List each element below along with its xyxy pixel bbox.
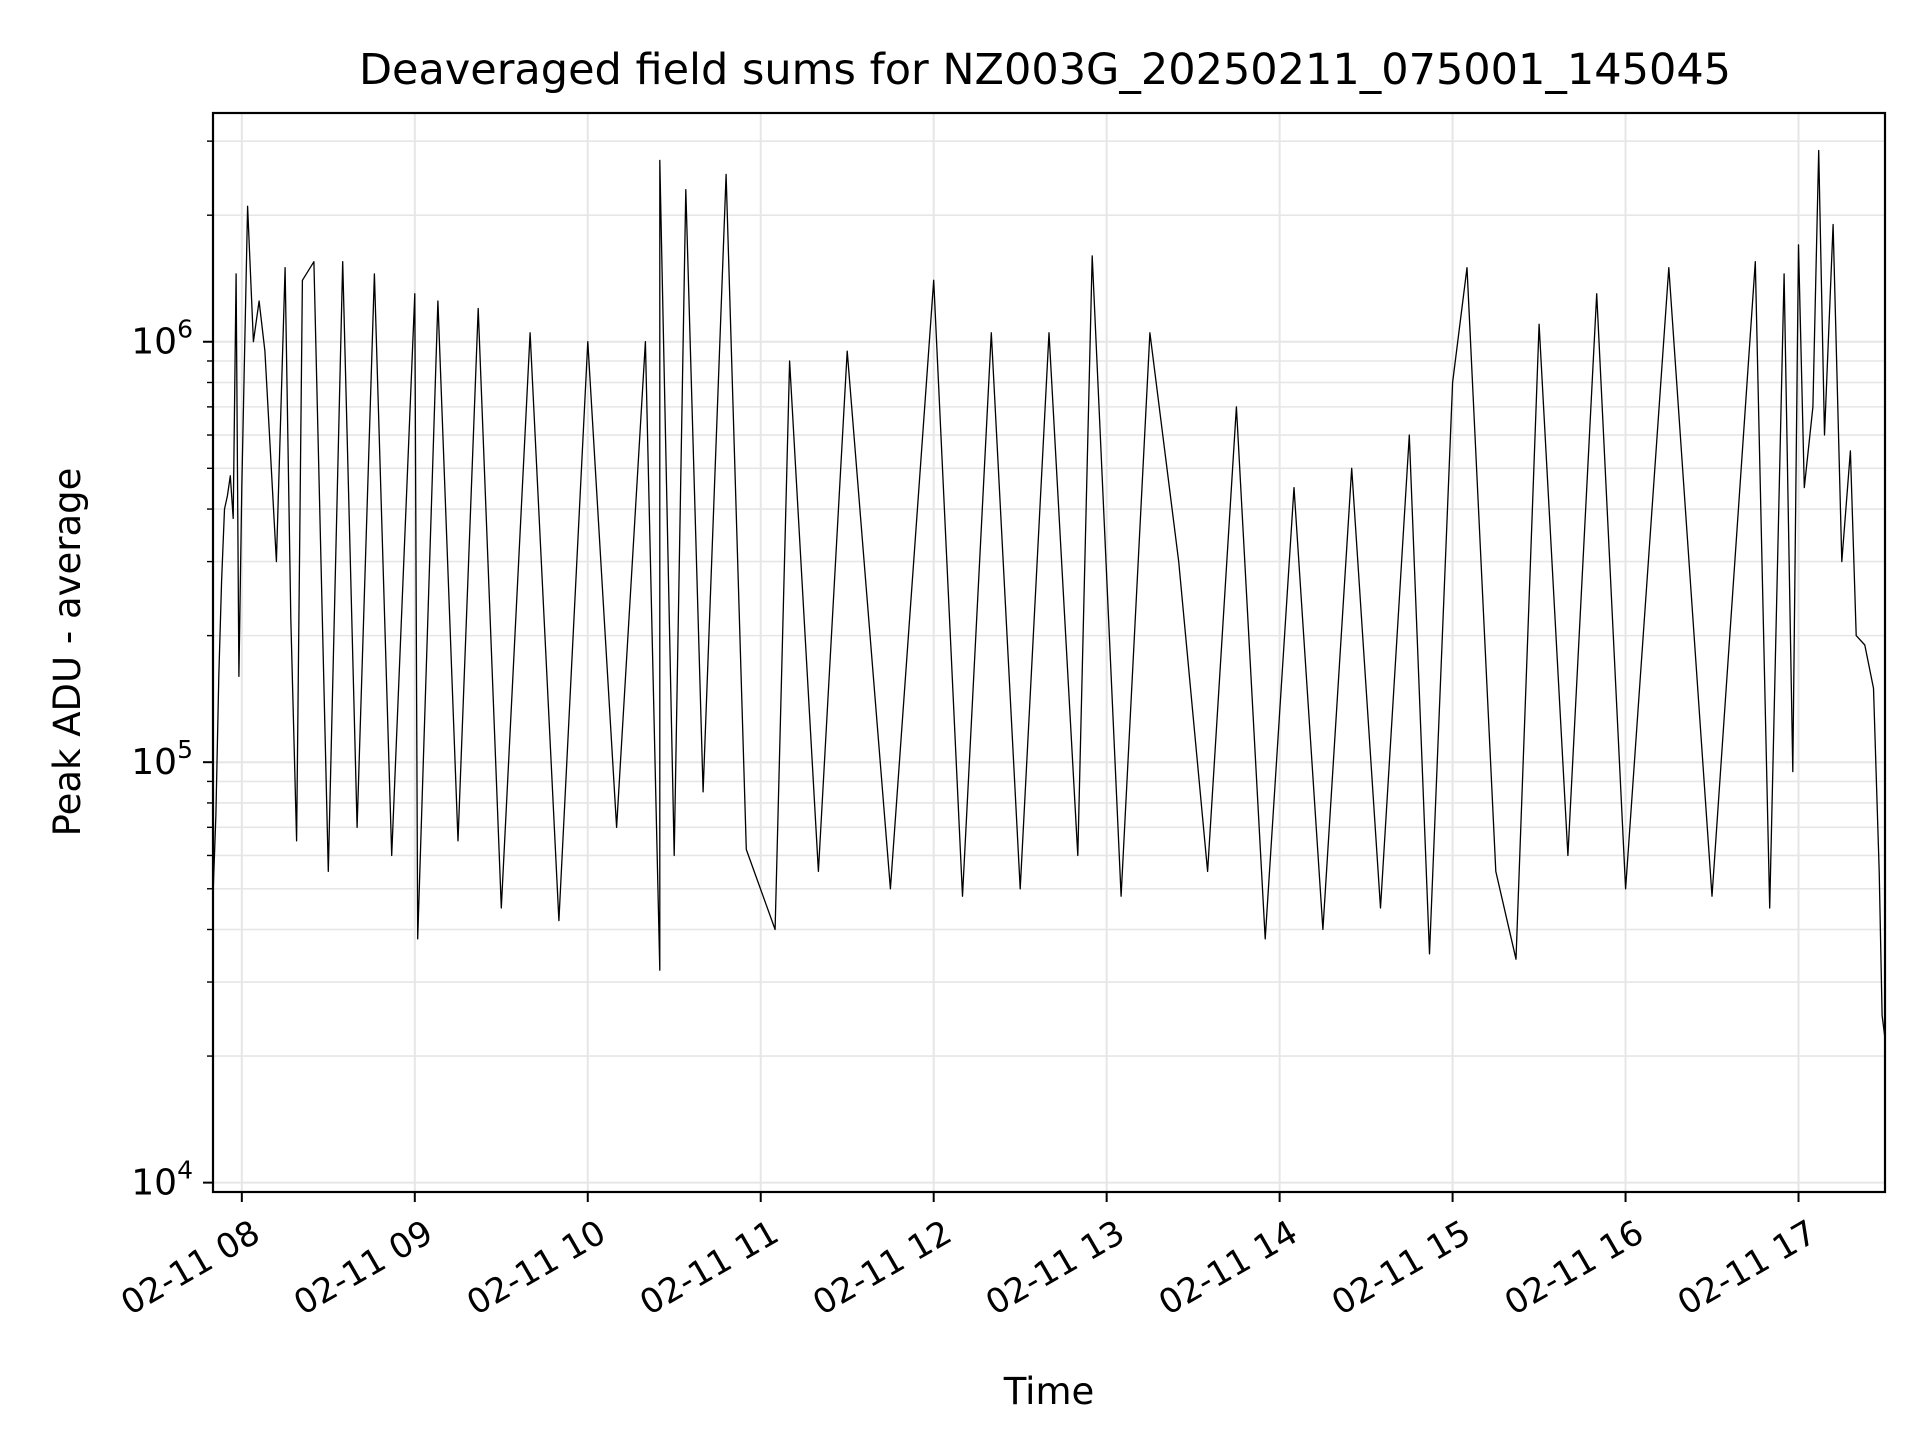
x-axis-label: Time xyxy=(1003,1370,1095,1413)
y-tick-label: 106 xyxy=(131,315,193,363)
series-line xyxy=(212,149,1886,1039)
y-tick-label: 104 xyxy=(131,1156,193,1204)
y-axis: 104 105 106 xyxy=(131,140,213,1204)
y-tick-label: 105 xyxy=(131,735,193,783)
chart-title: Deaveraged field sums for NZ003G_2025021… xyxy=(359,45,1731,95)
grid-layer xyxy=(213,113,1885,1192)
data-layer xyxy=(212,149,1886,1039)
y-axis-label: Peak ADU - average xyxy=(46,468,89,837)
plot-frame xyxy=(211,111,1887,1194)
